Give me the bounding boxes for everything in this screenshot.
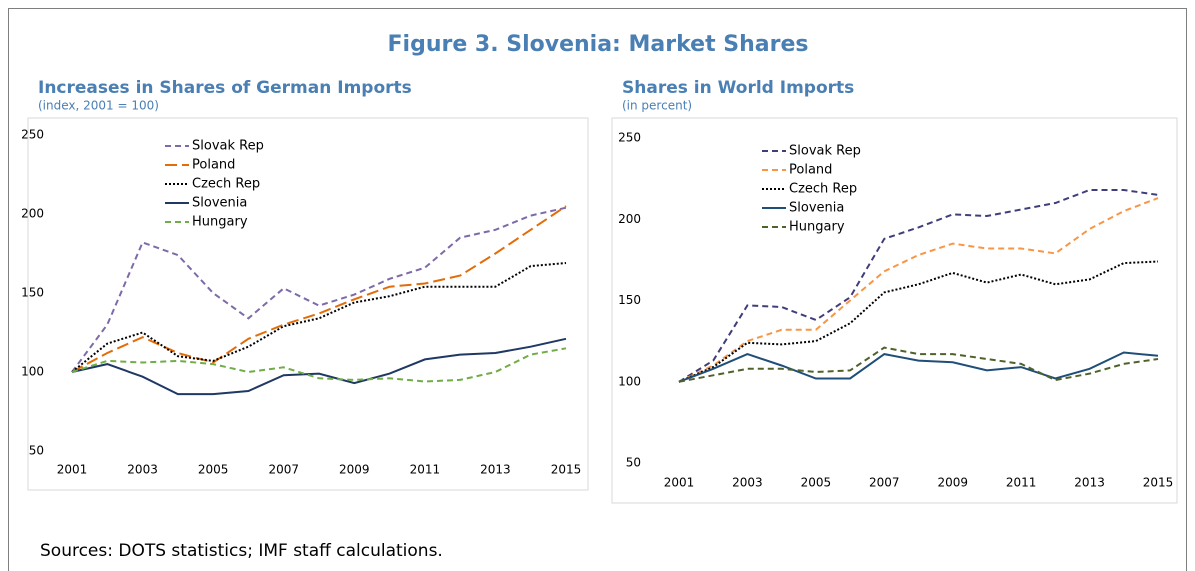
- y-tick-label: 50: [626, 456, 641, 470]
- legend-label: Hungary: [789, 220, 845, 235]
- series-line: [71, 347, 567, 383]
- x-tick-label: 2015: [551, 463, 582, 477]
- legend-label: Poland: [192, 158, 235, 173]
- y-tick-label: 150: [21, 286, 44, 300]
- series-line: [71, 262, 567, 373]
- chart-frame: [27, 117, 589, 491]
- x-tick-label: 2013: [480, 463, 511, 477]
- chart-title: Shares in World Imports: [622, 78, 854, 98]
- x-tick-label: 2009: [339, 463, 370, 477]
- x-tick-label: 2005: [801, 476, 832, 490]
- series-line: [678, 346, 1159, 383]
- series-line: [71, 206, 567, 373]
- figure-border: [8, 8, 1187, 571]
- y-tick-label: 150: [618, 293, 641, 307]
- legend-label: Poland: [789, 163, 832, 178]
- x-tick-label: 2011: [1006, 476, 1037, 490]
- chart-subtitle: (in percent): [622, 99, 692, 113]
- chart-title: Increases in Shares of German Imports: [38, 78, 412, 98]
- legend-label: Slovak Rep: [789, 144, 861, 159]
- series-line: [678, 351, 1159, 383]
- figure-title: Figure 3. Slovenia: Market Shares: [388, 32, 809, 57]
- source-note: Sources: DOTS statistics; IMF staff calc…: [40, 541, 443, 561]
- x-tick-label: 2015: [1143, 476, 1174, 490]
- series-line: [71, 337, 567, 396]
- legend-label: Czech Rep: [192, 177, 260, 192]
- x-tick-label: 2013: [1074, 476, 1105, 490]
- series-line: [71, 205, 567, 373]
- x-tick-label: 2003: [732, 476, 763, 490]
- y-tick-label: 200: [21, 207, 44, 221]
- x-tick-label: 2001: [664, 476, 695, 490]
- x-tick-label: 2001: [57, 463, 88, 477]
- series-line: [678, 189, 1159, 383]
- y-tick-label: 100: [618, 374, 641, 388]
- series-line: [678, 260, 1159, 383]
- x-tick-label: 2005: [198, 463, 229, 477]
- y-tick-label: 200: [618, 212, 641, 226]
- y-tick-label: 250: [21, 128, 44, 142]
- x-tick-label: 2007: [869, 476, 900, 490]
- legend-label: Czech Rep: [789, 182, 857, 197]
- x-tick-label: 2011: [410, 463, 441, 477]
- series-line: [678, 197, 1159, 383]
- chart-subtitle: (index, 2001 = 100): [38, 99, 159, 113]
- x-tick-label: 2003: [127, 463, 158, 477]
- x-tick-label: 2009: [937, 476, 968, 490]
- legend-label: Slovenia: [789, 201, 844, 216]
- y-tick-label: 250: [618, 131, 641, 145]
- x-tick-label: 2007: [268, 463, 299, 477]
- chart-frame: [611, 117, 1178, 504]
- y-tick-label: 100: [21, 365, 44, 379]
- legend-label: Slovenia: [192, 196, 247, 211]
- legend-label: Slovak Rep: [192, 139, 264, 154]
- y-tick-label: 50: [29, 444, 44, 458]
- legend-label: Hungary: [192, 215, 248, 230]
